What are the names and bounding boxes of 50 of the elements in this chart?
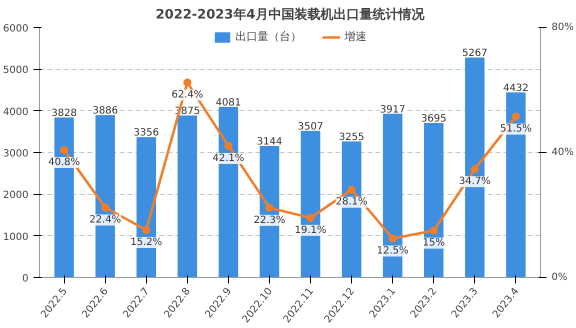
- data-label: 22.3%: [254, 214, 286, 226]
- data-label: 3828: [51, 108, 77, 119]
- y-tick-label: 1000: [3, 232, 29, 243]
- y-tick-label: 3000: [3, 148, 29, 160]
- data-label: 3144: [256, 136, 282, 148]
- y-tick-label: 4000: [3, 106, 29, 118]
- point: [388, 234, 397, 242]
- y2-tick-label: 0%: [552, 272, 568, 283]
- bar: [178, 116, 198, 278]
- data-label: 22.4%: [89, 214, 122, 226]
- data-label: 42.1%: [212, 152, 244, 164]
- y2-tick-label: 40%: [552, 147, 574, 158]
- point: [101, 204, 110, 212]
- data-label: 4081: [216, 97, 242, 108]
- y2-tick-label: 80%: [552, 22, 574, 33]
- data-label: 51.5%: [500, 124, 532, 135]
- point: [183, 78, 192, 86]
- data-label: 3255: [338, 132, 364, 143]
- data-label: 3886: [92, 106, 118, 117]
- data-label: 3507: [298, 121, 324, 132]
- data-label: 4432: [503, 82, 529, 94]
- point: [60, 146, 68, 154]
- data-label: 62.4%: [171, 90, 204, 100]
- data-label: 5267: [462, 48, 488, 60]
- data-label: 3917: [380, 104, 406, 116]
- point: [512, 112, 520, 121]
- legend-label: 增速: [344, 29, 366, 44]
- point: [142, 226, 150, 234]
- data-label: 15.2%: [130, 237, 162, 248]
- chart-title: 2022-2023年4月中国装载机出口量统计情况: [156, 6, 426, 22]
- y-tick-label: 2000: [3, 190, 29, 202]
- y-tick-label: 6000: [3, 24, 29, 34]
- point: [470, 165, 479, 174]
- data-label: 40.8%: [48, 157, 80, 168]
- point: [224, 142, 232, 150]
- point: [306, 214, 315, 222]
- point: [430, 226, 438, 235]
- data-label: 12.5%: [376, 245, 409, 256]
- data-label: 19.1%: [294, 224, 326, 236]
- legend-label: 出口量（台）: [236, 29, 302, 44]
- point: [348, 186, 356, 194]
- data-label: 3356: [134, 128, 159, 139]
- data-label: 34.7%: [458, 176, 491, 188]
- bar: [424, 123, 444, 278]
- data-label: 3695: [421, 114, 446, 125]
- y-tick-label: 0: [22, 274, 29, 284]
- data-label: 15%: [422, 238, 445, 249]
- data-label: 28.1%: [336, 196, 368, 208]
- y-tick-label: 5000: [3, 65, 29, 76]
- point: [265, 204, 274, 212]
